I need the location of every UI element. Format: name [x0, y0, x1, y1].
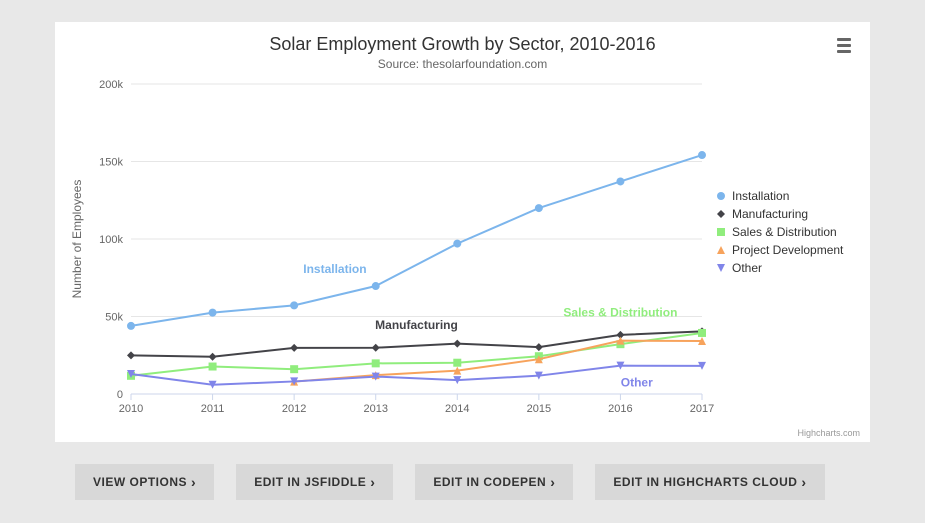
svg-text:Sales & Distribution: Sales & Distribution: [732, 225, 837, 239]
svg-text:2012: 2012: [282, 403, 306, 415]
svg-text:Manufacturing: Manufacturing: [732, 207, 808, 221]
button-label: VIEW OPTIONS: [93, 475, 187, 489]
svg-text:2017: 2017: [690, 403, 714, 415]
svg-text:Installation: Installation: [732, 189, 789, 203]
chart-subtitle: Source: thesolarfoundation.com: [63, 57, 862, 71]
edit-codepen-button[interactable]: EDIT IN CODEPEN ›: [415, 464, 573, 500]
svg-text:50k: 50k: [105, 312, 123, 324]
line-chart-svg: 0 50k 100k 150k 200k 2010 2011 2012 2013 2014 2015…: [63, 74, 862, 422]
svg-text:0: 0: [117, 389, 123, 401]
edit-jsfiddle-button[interactable]: EDIT IN JSFIDDLE ›: [236, 464, 393, 500]
chart-title: Solar Employment Growth by Sector, 2010-…: [63, 34, 862, 55]
chart-menu-button[interactable]: [832, 34, 856, 56]
svg-text:Installation: Installation: [303, 262, 366, 276]
svg-text:200k: 200k: [99, 79, 123, 91]
svg-text:Number of Employees: Number of Employees: [70, 180, 84, 299]
svg-text:2010: 2010: [119, 403, 143, 415]
svg-text:2015: 2015: [527, 403, 551, 415]
svg-text:Other: Other: [621, 375, 653, 389]
button-label: EDIT IN JSFIDDLE: [254, 475, 366, 489]
chevron-right-icon: ›: [370, 475, 375, 489]
svg-text:Sales & Distribution: Sales & Distribution: [563, 306, 677, 320]
button-label: EDIT IN CODEPEN: [433, 475, 546, 489]
svg-text:2011: 2011: [201, 403, 225, 415]
chevron-right-icon: ›: [801, 475, 806, 489]
edit-highcharts-cloud-button[interactable]: EDIT IN HIGHCHARTS CLOUD ›: [595, 464, 824, 500]
view-options-button[interactable]: VIEW OPTIONS ›: [75, 464, 214, 500]
svg-text:2016: 2016: [608, 403, 632, 415]
chart-area: 0 50k 100k 150k 200k 2010 2011 2012 2013 2014 2015…: [63, 74, 862, 422]
svg-text:150k: 150k: [99, 157, 123, 169]
svg-text:Manufacturing: Manufacturing: [375, 318, 458, 332]
svg-text:100k: 100k: [99, 234, 123, 246]
chevron-right-icon: ›: [550, 475, 555, 489]
chevron-right-icon: ›: [191, 475, 196, 489]
svg-text:2013: 2013: [363, 403, 387, 415]
svg-text:Other: Other: [732, 261, 762, 275]
button-label: EDIT IN HIGHCHARTS CLOUD: [613, 475, 797, 489]
chart-credit[interactable]: Highcharts.com: [797, 428, 860, 438]
action-buttons-row: VIEW OPTIONS › EDIT IN JSFIDDLE › EDIT I…: [55, 464, 870, 500]
chart-card: Solar Employment Growth by Sector, 2010-…: [55, 22, 870, 442]
svg-text:2014: 2014: [445, 403, 469, 415]
hamburger-icon: [837, 38, 851, 41]
svg-text:Project Development: Project Development: [732, 243, 844, 257]
